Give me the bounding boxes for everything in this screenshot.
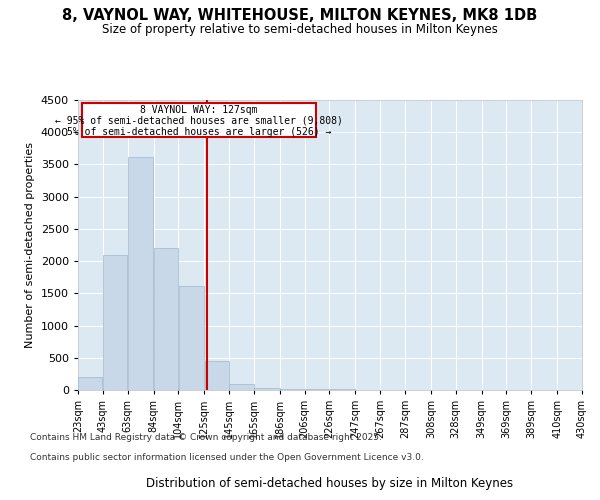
Bar bbox=[254, 388, 280, 390]
Y-axis label: Number of semi-detached properties: Number of semi-detached properties bbox=[25, 142, 35, 348]
Text: ← 95% of semi-detached houses are smaller (9,808): ← 95% of semi-detached houses are smalle… bbox=[55, 116, 343, 126]
Bar bbox=[205, 361, 229, 390]
Text: 8, VAYNOL WAY, WHITEHOUSE, MILTON KEYNES, MK8 1DB: 8, VAYNOL WAY, WHITEHOUSE, MILTON KEYNES… bbox=[62, 8, 538, 22]
Bar bbox=[154, 248, 178, 390]
FancyBboxPatch shape bbox=[82, 102, 316, 138]
Bar bbox=[79, 377, 103, 390]
Bar bbox=[229, 384, 254, 390]
Text: 5% of semi-detached houses are larger (526) →: 5% of semi-detached houses are larger (5… bbox=[67, 127, 331, 137]
Text: Contains public sector information licensed under the Open Government Licence v3: Contains public sector information licen… bbox=[30, 454, 424, 462]
Text: Distribution of semi-detached houses by size in Milton Keynes: Distribution of semi-detached houses by … bbox=[146, 477, 514, 490]
Text: Size of property relative to semi-detached houses in Milton Keynes: Size of property relative to semi-detach… bbox=[102, 22, 498, 36]
Bar bbox=[280, 388, 304, 390]
Bar bbox=[103, 254, 127, 390]
Text: Contains HM Land Registry data © Crown copyright and database right 2025.: Contains HM Land Registry data © Crown c… bbox=[30, 434, 382, 442]
Bar bbox=[179, 286, 204, 390]
Bar bbox=[128, 156, 153, 390]
Text: 8 VAYNOL WAY: 127sqm: 8 VAYNOL WAY: 127sqm bbox=[140, 106, 257, 116]
